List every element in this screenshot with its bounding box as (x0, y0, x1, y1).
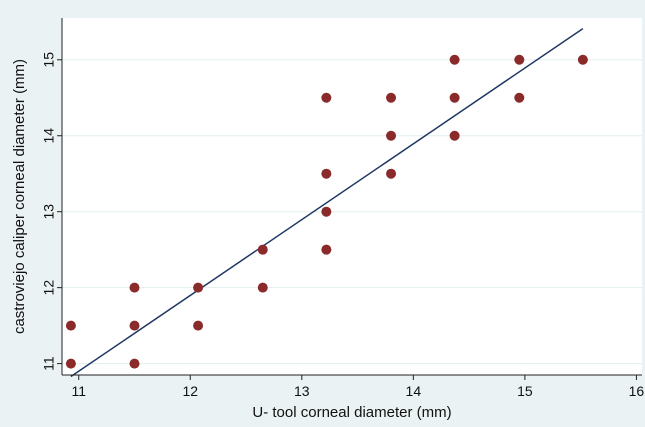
data-point (449, 54, 460, 65)
data-point (449, 92, 460, 103)
x-tick-label: 14 (406, 383, 422, 399)
data-point (193, 282, 204, 293)
data-point (321, 168, 332, 179)
data-point (65, 358, 76, 369)
y-tick-label: 13 (41, 204, 57, 220)
x-tick-label: 16 (629, 383, 645, 399)
y-tick-label: 14 (41, 128, 57, 144)
y-tick-label: 12 (41, 280, 57, 296)
data-point (257, 282, 268, 293)
data-point (321, 206, 332, 217)
data-point (321, 92, 332, 103)
y-tick-label: 15 (41, 52, 57, 68)
data-point (514, 92, 525, 103)
data-point (449, 130, 460, 141)
x-tick-label: 13 (294, 383, 310, 399)
x-axis-title: U- tool corneal diameter (mm) (252, 404, 451, 421)
y-tick-label: 11 (41, 356, 57, 371)
data-point (129, 320, 140, 331)
fit-line-group (70, 28, 584, 378)
data-point (386, 92, 397, 103)
plot-area (62, 18, 642, 375)
data-point (129, 358, 140, 369)
data-point (65, 320, 76, 331)
y-axis-title: castroviejo caliper corneal diameter (mm… (11, 59, 28, 334)
data-point (386, 130, 397, 141)
data-point (257, 244, 268, 255)
data-point (577, 54, 588, 65)
x-tick-label: 11 (71, 383, 86, 399)
x-tick-label: 12 (182, 383, 198, 399)
gridlines (62, 59, 642, 365)
data-points (65, 54, 588, 369)
fit-line (70, 28, 584, 378)
data-point (386, 168, 397, 179)
x-tick-label: 15 (517, 383, 533, 399)
data-point (129, 282, 140, 293)
data-point (193, 320, 204, 331)
data-point (514, 54, 525, 65)
axes: 11 12 13 14 15 16 11 12 13 14 15 (41, 18, 645, 399)
data-point (321, 244, 332, 255)
